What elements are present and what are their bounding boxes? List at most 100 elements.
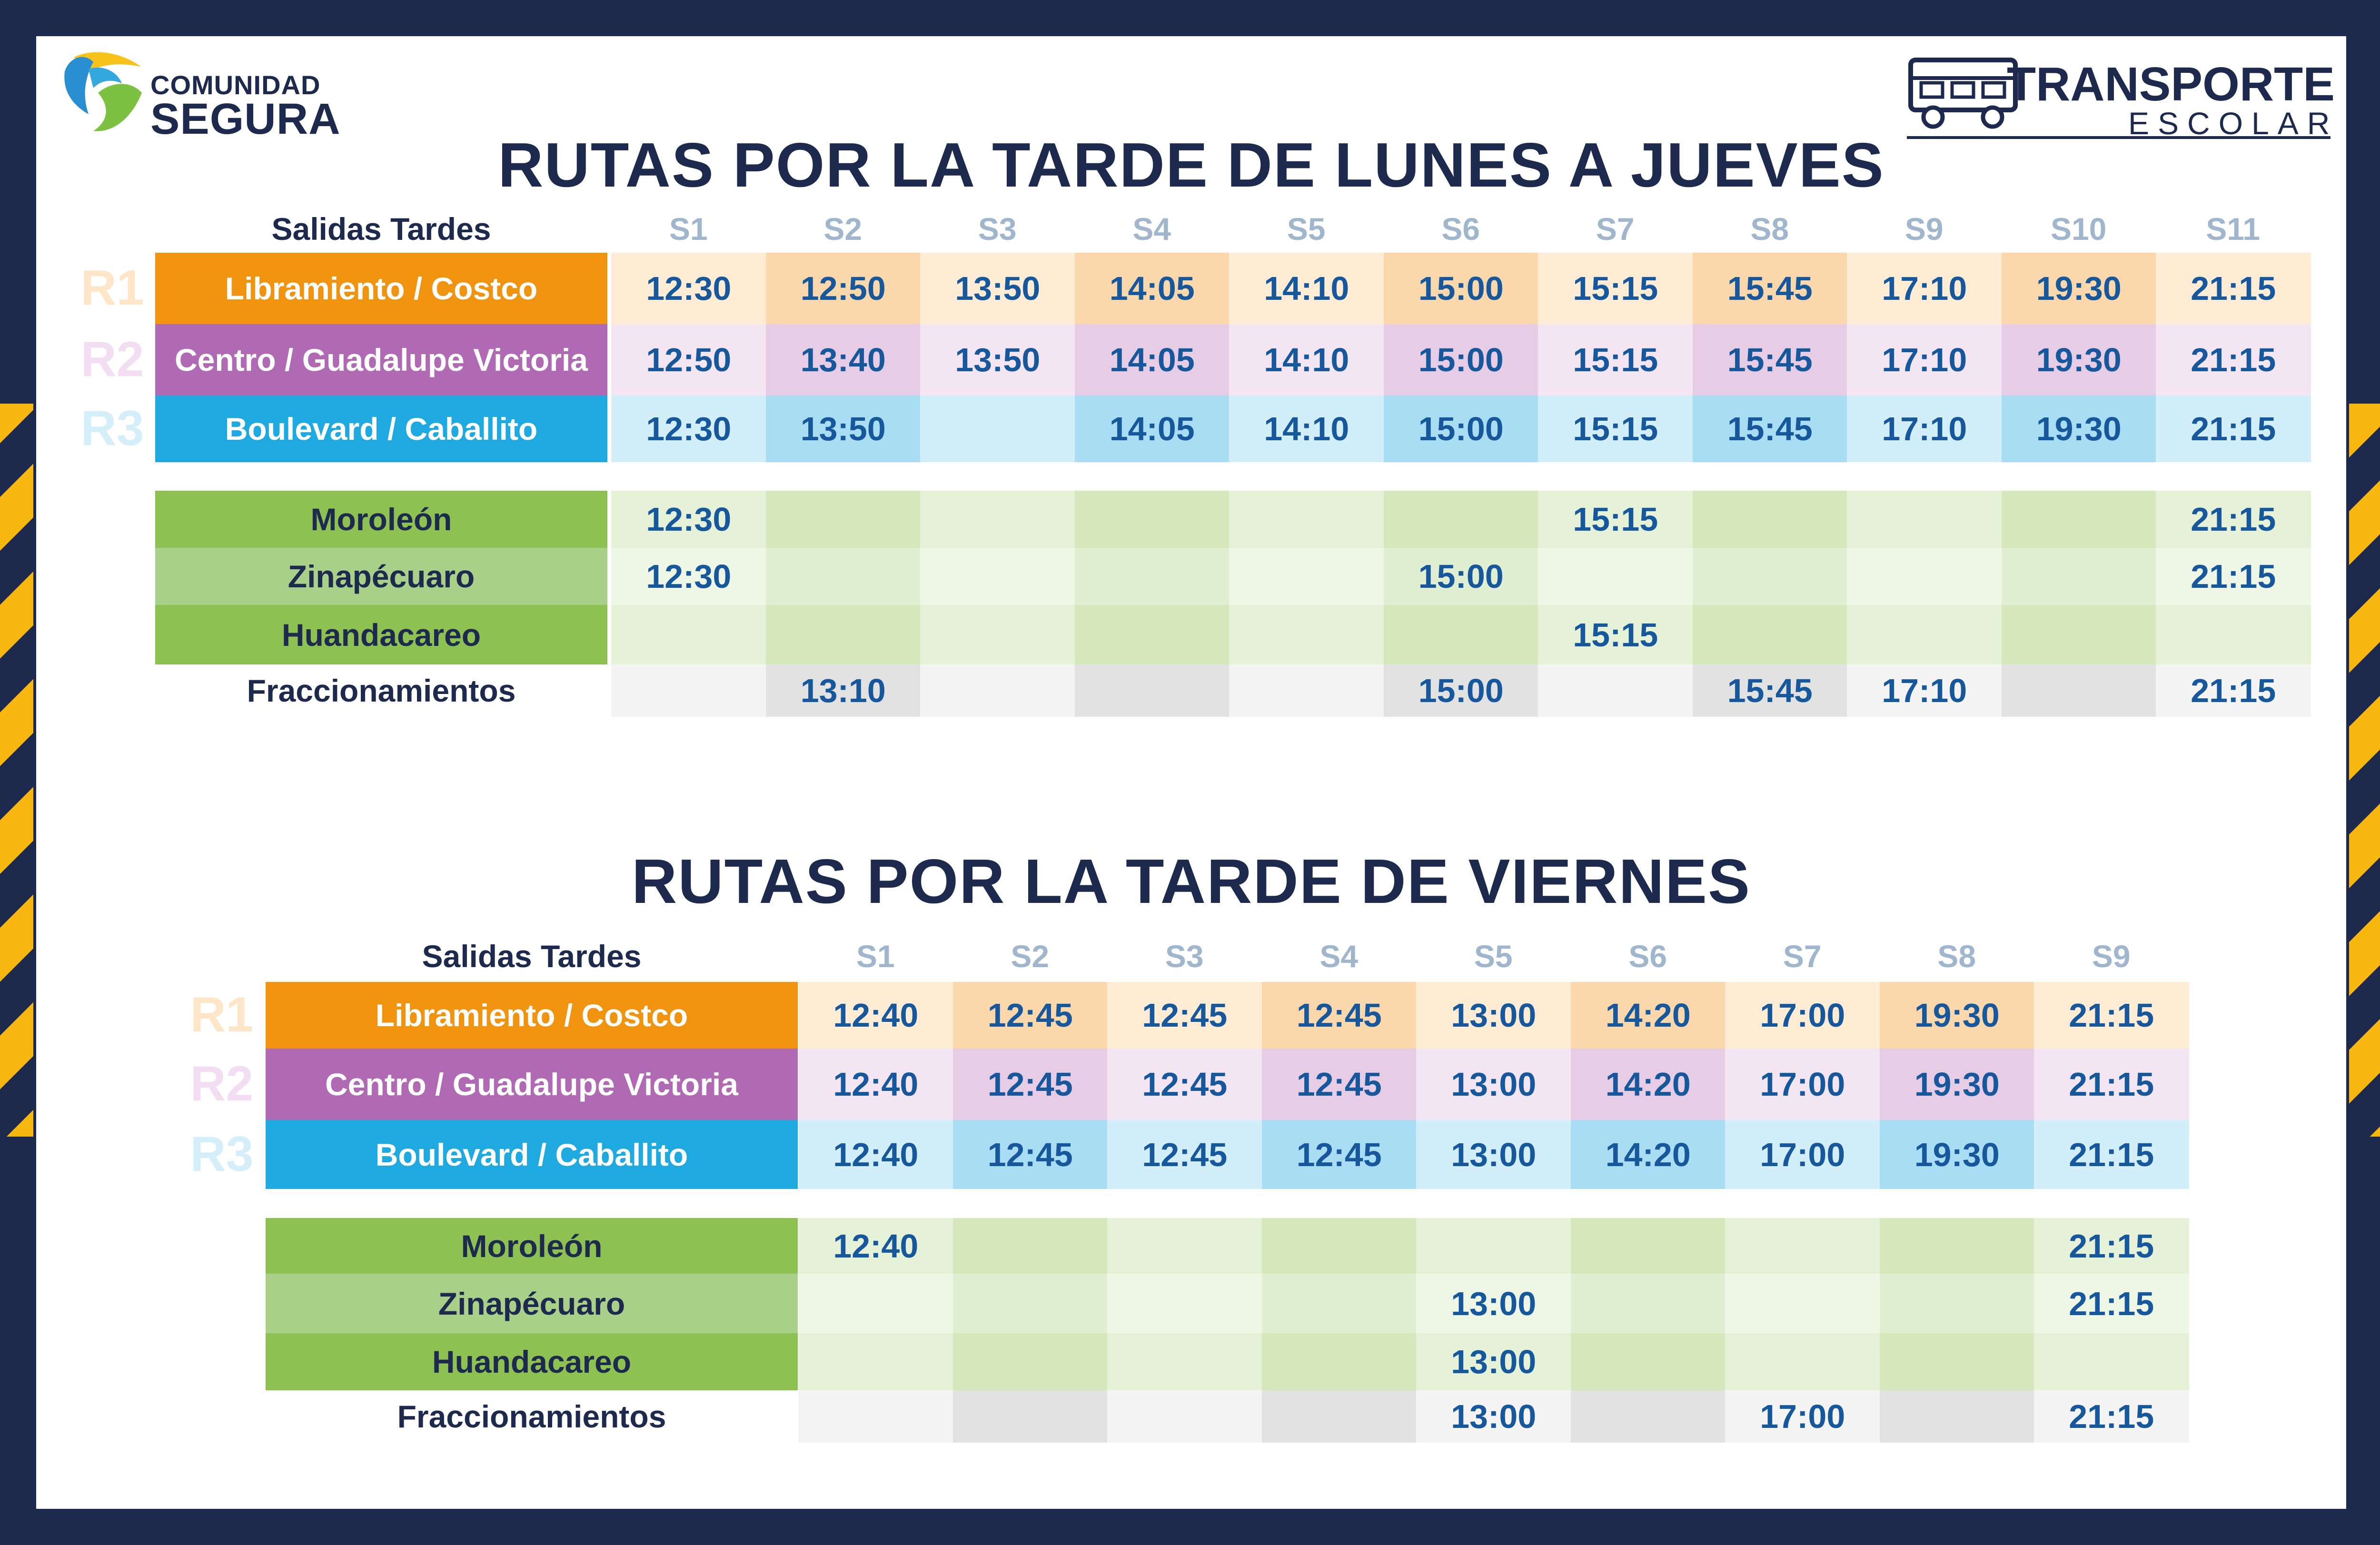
time-cell: 15:00 [1383,396,1538,462]
time-cell: 21:15 [2034,1274,2189,1333]
time-cell: 15:45 [1692,324,1847,396]
time-cell: 12:45 [1261,982,1417,1049]
time-cell: 13:00 [1416,1333,1571,1390]
time-cell [765,605,921,664]
slot-header: S11 [2206,211,2261,247]
time-cell [1383,605,1538,664]
time-cell: 12:40 [798,1049,953,1120]
slot-header: S1 [856,939,895,974]
time-cell [1261,1390,1417,1443]
time-cell: 12:40 [798,1218,953,1274]
time-cell: 13:10 [765,664,921,717]
time-cell: 12:45 [1107,1049,1262,1120]
brand-subtitle: ESCOLAR [2128,106,2339,141]
time-cell: 15:15 [1538,491,1693,548]
time-cell [2001,548,2156,605]
time-cell: 13:00 [1416,1274,1571,1333]
bus-icon [1908,58,2018,129]
time-cell [611,664,766,717]
time-cell [2001,491,2156,548]
time-cell: 12:45 [952,982,1108,1049]
route-label: R3 [80,401,144,456]
time-cell: 14:05 [1074,396,1230,462]
time-cell [1383,491,1538,548]
time-cell [1229,664,1384,717]
slot-header: S2 [1011,939,1050,974]
time-cell [1879,1333,2034,1390]
slot-header: S8 [1937,939,1976,974]
time-cell [1725,1218,1880,1274]
route-name: Centro / Guadalupe Victoria [155,324,607,396]
time-cell [1229,605,1384,664]
time-cell [1229,548,1384,605]
time-cell: 21:15 [2156,324,2311,396]
time-cell: 12:30 [611,548,766,605]
time-cell: 19:30 [1879,1049,2034,1120]
slot-header: S2 [823,211,863,247]
table-title: RUTAS POR LA TARDE DE LUNES A JUEVES [498,130,1884,200]
time-cell: 12:50 [765,253,921,324]
time-cell: 15:00 [1383,548,1538,605]
time-cell [1847,605,2002,664]
time-cell [952,1390,1108,1443]
time-cell: 21:15 [2034,1390,2189,1443]
time-cell: 13:50 [920,253,1075,324]
left-stripe-decoration [0,404,33,1137]
time-cell: 17:10 [1847,396,2002,462]
time-cell [952,1218,1108,1274]
time-cell: 19:30 [2001,253,2156,324]
schedule-card: COMUNIDAD SEGURA TRANSPORTE ESCOLAR RUTA… [36,36,2346,1509]
time-cell: 21:15 [2034,982,2189,1049]
slot-header: S5 [1474,939,1513,974]
time-cell [2034,1333,2189,1390]
time-cell [1538,548,1693,605]
time-cell [920,664,1075,717]
time-cell: 19:30 [1879,1120,2034,1189]
time-cell: 14:20 [1570,982,1726,1049]
time-cell [1261,1333,1417,1390]
time-cell [1725,1333,1880,1390]
transporte-escolar-brand: TRANSPORTE ESCOLAR [1907,50,2335,165]
time-cell: 13:00 [1416,982,1571,1049]
time-cell [1229,491,1384,548]
table-title: RUTAS POR LA TARDE DE VIERNES [631,846,1751,916]
time-cell: 14:05 [1074,324,1230,396]
slot-header: S8 [1750,211,1789,247]
route-label: R2 [80,332,144,387]
time-cell: 15:15 [1538,605,1693,664]
slot-header: S6 [1628,939,1667,974]
time-cell [1692,548,1847,605]
time-cell: 15:00 [1383,253,1538,324]
time-cell [1570,1274,1726,1333]
time-cell: 17:00 [1725,1120,1880,1189]
time-cell: 12:45 [952,1120,1108,1189]
time-cell: 13:00 [1416,1120,1571,1189]
slot-header: S4 [1132,211,1171,247]
time-cell: 21:15 [2156,491,2311,548]
local-route-name: Huandacareo [266,1333,798,1390]
time-cell [1107,1218,1262,1274]
time-cell [765,548,921,605]
time-cell: 14:20 [1570,1049,1726,1120]
route-name: Libramiento / Costco [266,982,798,1049]
slot-header: S1 [669,211,708,247]
time-cell: 13:00 [1416,1390,1571,1443]
column-header-salidas: Salidas Tardes [271,211,491,247]
time-cell [1074,491,1230,548]
time-cell: 13:50 [920,324,1075,396]
local-route-name: Moroleón [155,491,607,548]
time-cell [798,1274,953,1333]
right-stripe-decoration [2349,404,2380,1137]
route-name: Libramiento / Costco [155,253,607,324]
time-cell [1725,1274,1880,1333]
time-cell: 15:45 [1692,396,1847,462]
slot-header: S5 [1287,211,1326,247]
time-cell: 13:50 [765,396,921,462]
time-cell: 15:15 [1538,324,1693,396]
time-cell: 13:40 [765,324,921,396]
time-cell [920,491,1075,548]
time-cell: 12:45 [1107,1120,1262,1189]
route-label: R1 [80,260,144,316]
route-label: R2 [190,1056,254,1111]
brand-underline [1907,136,2330,139]
